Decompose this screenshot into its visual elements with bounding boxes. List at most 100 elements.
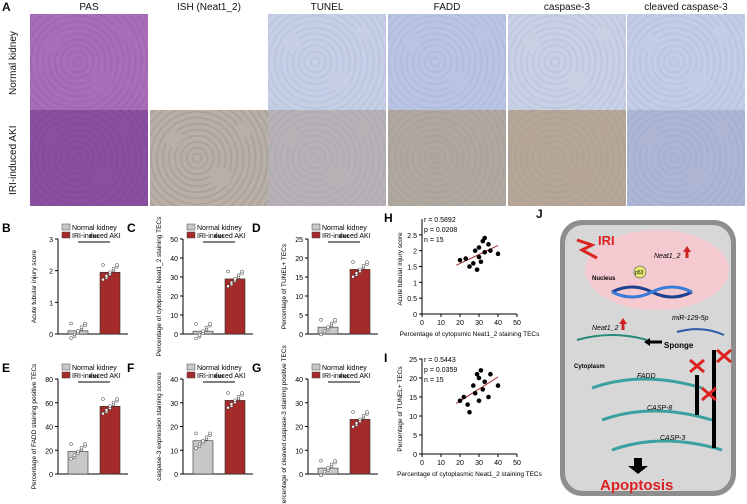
lightning-icon	[576, 238, 598, 260]
data-point	[204, 325, 209, 330]
data-point	[351, 260, 355, 264]
legend-swatch-aki	[61, 371, 71, 379]
significance-label: ***	[89, 233, 100, 243]
regression-line	[455, 376, 499, 404]
histology-tile	[627, 14, 745, 110]
data-point	[471, 383, 476, 388]
y-tick-label: 15	[409, 395, 417, 402]
bar	[192, 440, 214, 475]
legend-swatch-aki	[311, 231, 321, 239]
bar	[99, 406, 121, 475]
x-tick-label: 0	[420, 460, 424, 467]
data-point	[72, 453, 77, 457]
legend-label-normal: Normal kidney	[197, 225, 242, 232]
data-point	[83, 321, 87, 326]
data-point	[104, 408, 109, 412]
y-tick-label: 3	[49, 237, 53, 244]
histology-tile	[150, 110, 268, 206]
y-axis-label: Percentage of FADD staining positive TEC…	[31, 363, 38, 489]
x-tick-label: 40	[494, 460, 502, 467]
data-point	[480, 387, 486, 392]
panel-label: H	[384, 211, 393, 225]
data-point	[69, 336, 73, 340]
significance-label: ***	[89, 373, 100, 383]
y-tick-label: 0	[174, 332, 178, 339]
y-tick-label: 10	[409, 414, 417, 421]
y-axis-label: Acute tubular injury score	[31, 249, 38, 323]
data-point	[488, 248, 493, 253]
data-point	[478, 259, 484, 265]
data-point	[322, 329, 327, 333]
y-axis-label: Percentage of TUNEL+ TECs	[397, 366, 404, 452]
y-tick-label: 0	[413, 312, 417, 319]
casp3-text: CASP-3	[660, 435, 685, 442]
panel-label: B	[2, 221, 11, 235]
x-tick-label: 0	[420, 320, 424, 327]
panel-j-label: J	[536, 207, 543, 221]
data-point	[194, 322, 198, 326]
data-point	[229, 280, 234, 285]
stat-label: p = 0.0359	[424, 367, 457, 374]
panel-a-label: A	[2, 0, 11, 14]
legend-swatch-aki	[311, 371, 321, 379]
data-point	[467, 409, 472, 415]
fadd-mrna	[591, 377, 703, 390]
data-point	[104, 274, 109, 278]
y-tick-label: 1	[413, 280, 417, 287]
y-tick-label: 80	[45, 377, 53, 384]
y-axis-label: caspase-3 expression staining scores	[156, 372, 163, 481]
data-point	[72, 332, 77, 337]
mir-text: miR-129-5p	[672, 315, 709, 322]
y-tick-label: 20	[45, 448, 53, 455]
data-point	[111, 266, 116, 271]
data-point	[457, 398, 463, 404]
data-point	[361, 263, 366, 268]
legend-label-aki: IRI-induced AKI	[322, 233, 371, 240]
y-tick-label: 20	[170, 425, 178, 432]
data-point	[474, 267, 480, 272]
x-tick-label: 40	[494, 320, 502, 327]
legend-swatch-normal	[186, 223, 196, 231]
histology-tile	[268, 14, 386, 110]
data-point	[463, 256, 468, 261]
legend-label-normal: Normal kidney	[197, 365, 242, 372]
mirna-strand	[676, 328, 725, 336]
data-point	[101, 397, 105, 401]
legend-swatch-normal	[311, 223, 321, 231]
panel-label: F	[127, 361, 134, 375]
significance-label: ***	[214, 373, 225, 383]
data-point	[467, 264, 472, 269]
legend-swatch-normal	[311, 363, 321, 371]
y-tick-label: 20	[170, 294, 178, 301]
histology-tile	[627, 110, 745, 206]
p53-text: p53	[635, 270, 644, 276]
stat-label: n = 15	[424, 237, 444, 244]
sponge-text: Sponge	[664, 341, 694, 350]
col-title-caspase3: caspase-3	[543, 2, 591, 13]
data-point	[319, 473, 323, 478]
histology-tile	[30, 14, 148, 110]
data-point	[194, 431, 198, 436]
x-tick-label: 10	[437, 320, 445, 327]
data-point	[478, 368, 484, 373]
significance-label: ***	[214, 233, 225, 243]
data-point	[208, 322, 212, 326]
casp8-mrna	[601, 409, 713, 422]
data-point	[69, 321, 73, 326]
legend-label-aki: IRI-induced AKI	[72, 373, 121, 380]
y-tick-label: 25	[295, 237, 303, 244]
data-point	[236, 273, 241, 277]
data-point	[482, 379, 487, 385]
y-tick-label: 5	[413, 433, 417, 440]
data-point	[488, 371, 493, 377]
legend-label-normal: Normal kidney	[322, 225, 367, 232]
histology-tile	[388, 14, 506, 110]
y-tick-label: 25	[409, 357, 417, 364]
cross-icon-2	[701, 386, 717, 402]
col-title-pas: PAS	[79, 2, 99, 13]
data-point	[233, 277, 237, 281]
x-tick-label: 50	[513, 320, 521, 327]
data-point	[495, 251, 501, 257]
data-point	[358, 417, 362, 422]
y-tick-label: 5	[299, 313, 303, 320]
